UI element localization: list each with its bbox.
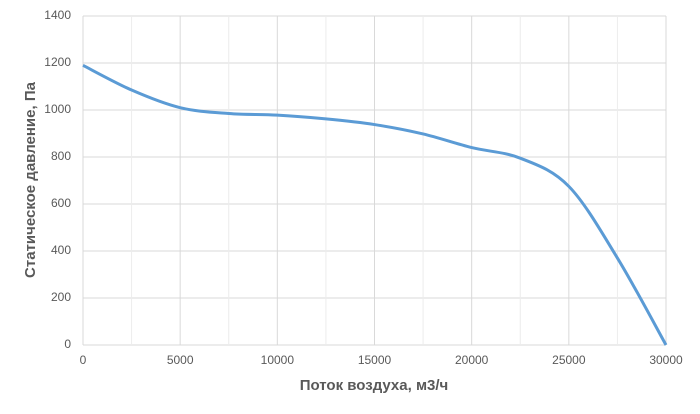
y-tick-label: 600 xyxy=(51,196,71,210)
y-tick-label: 800 xyxy=(51,149,71,163)
x-tick-label: 0 xyxy=(80,353,87,367)
x-tick-label: 15000 xyxy=(358,353,392,367)
y-tick-label: 1000 xyxy=(44,102,71,116)
y-axis-title: Статическое давление, Па xyxy=(22,81,39,278)
y-tick-label: 400 xyxy=(51,243,71,257)
y-tick-label: 1200 xyxy=(44,55,71,69)
y-tick-label: 1400 xyxy=(44,8,71,22)
y-tick-label: 200 xyxy=(51,290,71,304)
y-tick-label: 0 xyxy=(64,337,71,351)
x-tick-label: 5000 xyxy=(167,353,194,367)
x-tick-label: 20000 xyxy=(455,353,489,367)
data-line xyxy=(82,64,668,346)
x-tick-label: 30000 xyxy=(649,353,683,367)
x-tick-label: 10000 xyxy=(261,353,295,367)
x-axis-title: Поток воздуха, м3/ч xyxy=(300,377,449,394)
x-tick-label: 25000 xyxy=(552,353,586,367)
